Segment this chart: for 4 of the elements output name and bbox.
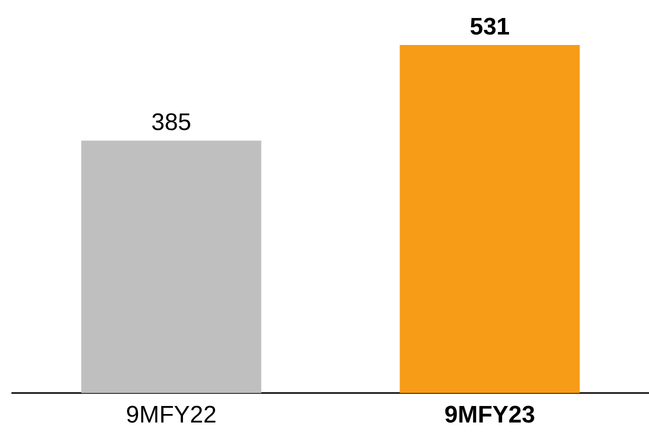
- data-label: 385: [151, 109, 192, 136]
- x-tick-label: 9MFY23: [444, 402, 536, 428]
- data-label: 531: [470, 14, 510, 40]
- x-tick-label: 9MFY22: [126, 402, 217, 428]
